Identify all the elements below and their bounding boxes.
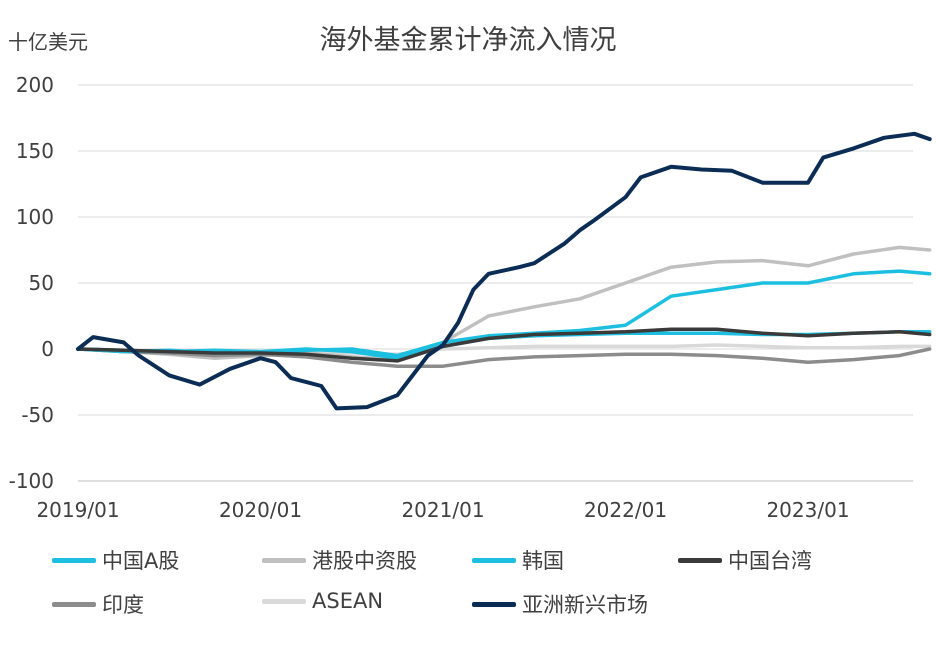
- x-tick-label: 2020/01: [219, 498, 302, 522]
- x-tick-label: 2022/01: [584, 498, 667, 522]
- x-tick-label: 2019/01: [36, 498, 119, 522]
- y-axis-unit-label: 十亿美元: [8, 30, 88, 54]
- y-tick-label: 100: [16, 205, 54, 229]
- series-line-6: [76, 131, 932, 411]
- y-tick-label: -100: [9, 469, 54, 493]
- y-tick-label: 0: [41, 337, 54, 361]
- series-line-4: [76, 347, 932, 368]
- x-tick-label: 2023/01: [766, 498, 849, 522]
- series-line-3: [76, 327, 932, 363]
- y-tick-label: 50: [29, 271, 54, 295]
- chart-title: 海外基金累计净流入情况: [319, 25, 617, 56]
- y-tick-label: 200: [16, 73, 54, 97]
- y-tick-label: 150: [16, 139, 54, 163]
- y-tick-label: -50: [21, 403, 54, 427]
- series-line-1: [76, 245, 932, 362]
- x-tick-label: 2021/01: [401, 498, 484, 522]
